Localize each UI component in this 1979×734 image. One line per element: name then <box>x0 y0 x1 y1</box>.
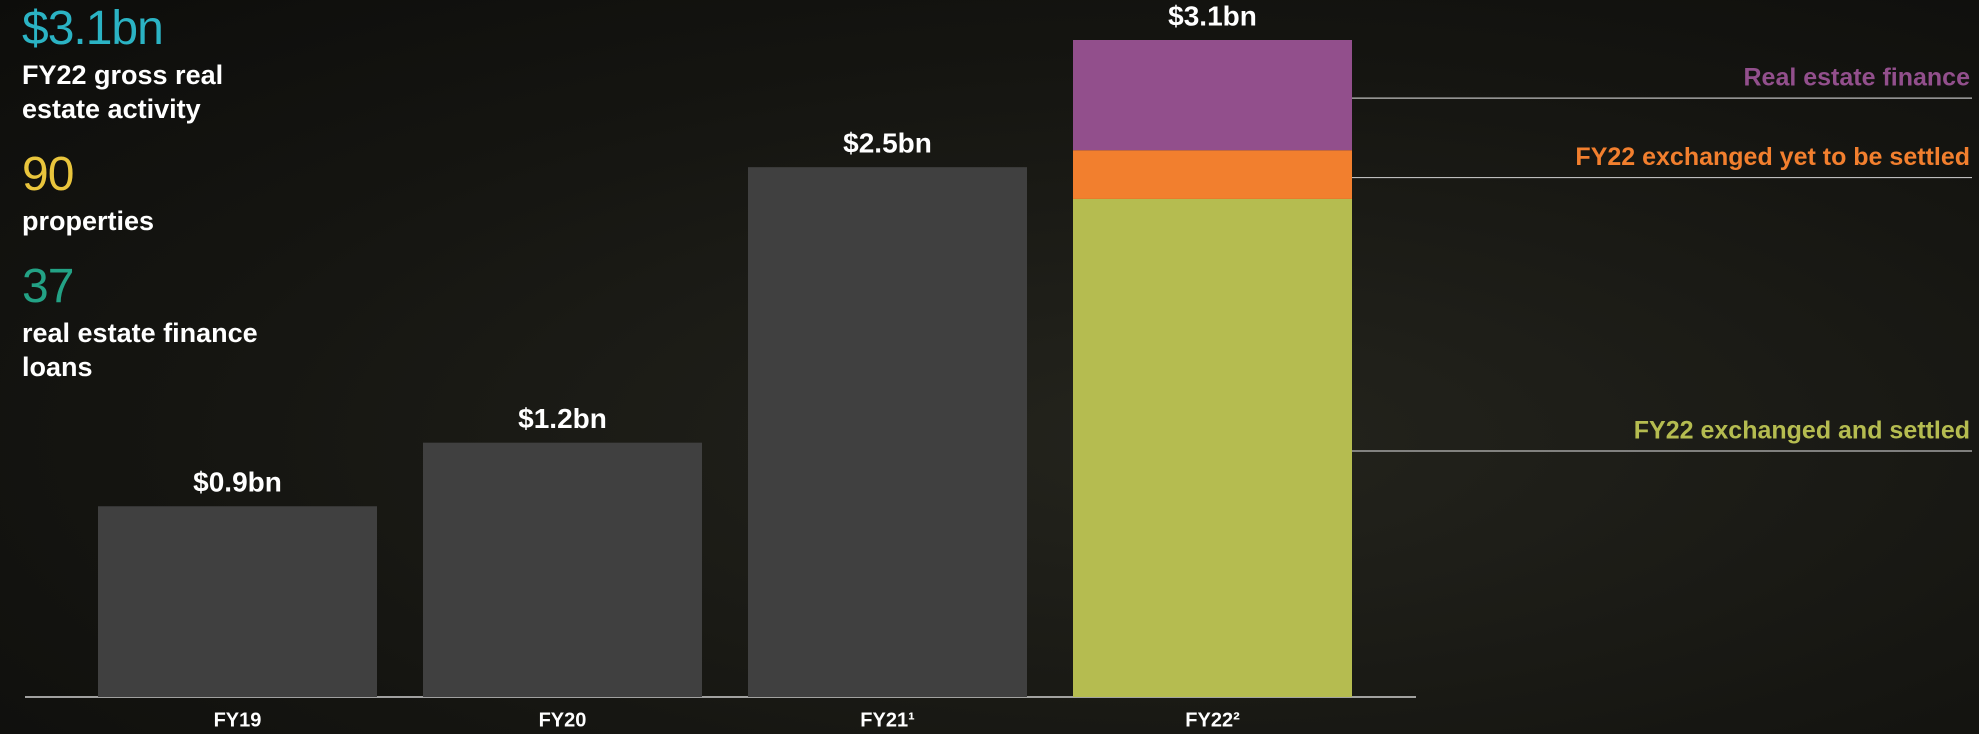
bar <box>423 442 702 697</box>
stat-label: FY22 gross real estate activity <box>22 60 224 124</box>
bar-segment <box>1073 40 1352 151</box>
stat-value: $3.1bn <box>22 2 164 55</box>
stat-label: properties <box>22 206 155 236</box>
bar-segment <box>1073 150 1352 199</box>
legend-label: FY22 exchanged yet to be settled <box>1575 143 1970 171</box>
value-label: $2.5bn <box>843 128 932 159</box>
bar <box>748 167 1027 698</box>
legend-label: Real estate finance <box>1744 64 1971 92</box>
x-tick-label: FY20 <box>539 709 587 731</box>
x-tick-label: FY19 <box>214 709 262 731</box>
bar-segment <box>1073 198 1352 698</box>
legend-label: FY22 exchanged and settled <box>1634 417 1970 445</box>
value-label: $1.2bn <box>518 403 607 434</box>
value-label: $3.1bn <box>1168 0 1257 31</box>
stat-value: 37 <box>22 260 74 313</box>
x-tick-label: FY21¹ <box>860 709 915 731</box>
value-label: $0.9bn <box>193 467 282 498</box>
stats-panel: $3.1bn FY22 gross real estate activity 90 p… <box>22 0 282 404</box>
x-tick-label: FY22² <box>1185 709 1240 731</box>
stat-value: 90 <box>22 148 74 201</box>
stat-label: real estate finance loans <box>22 318 258 382</box>
bar <box>98 506 377 697</box>
